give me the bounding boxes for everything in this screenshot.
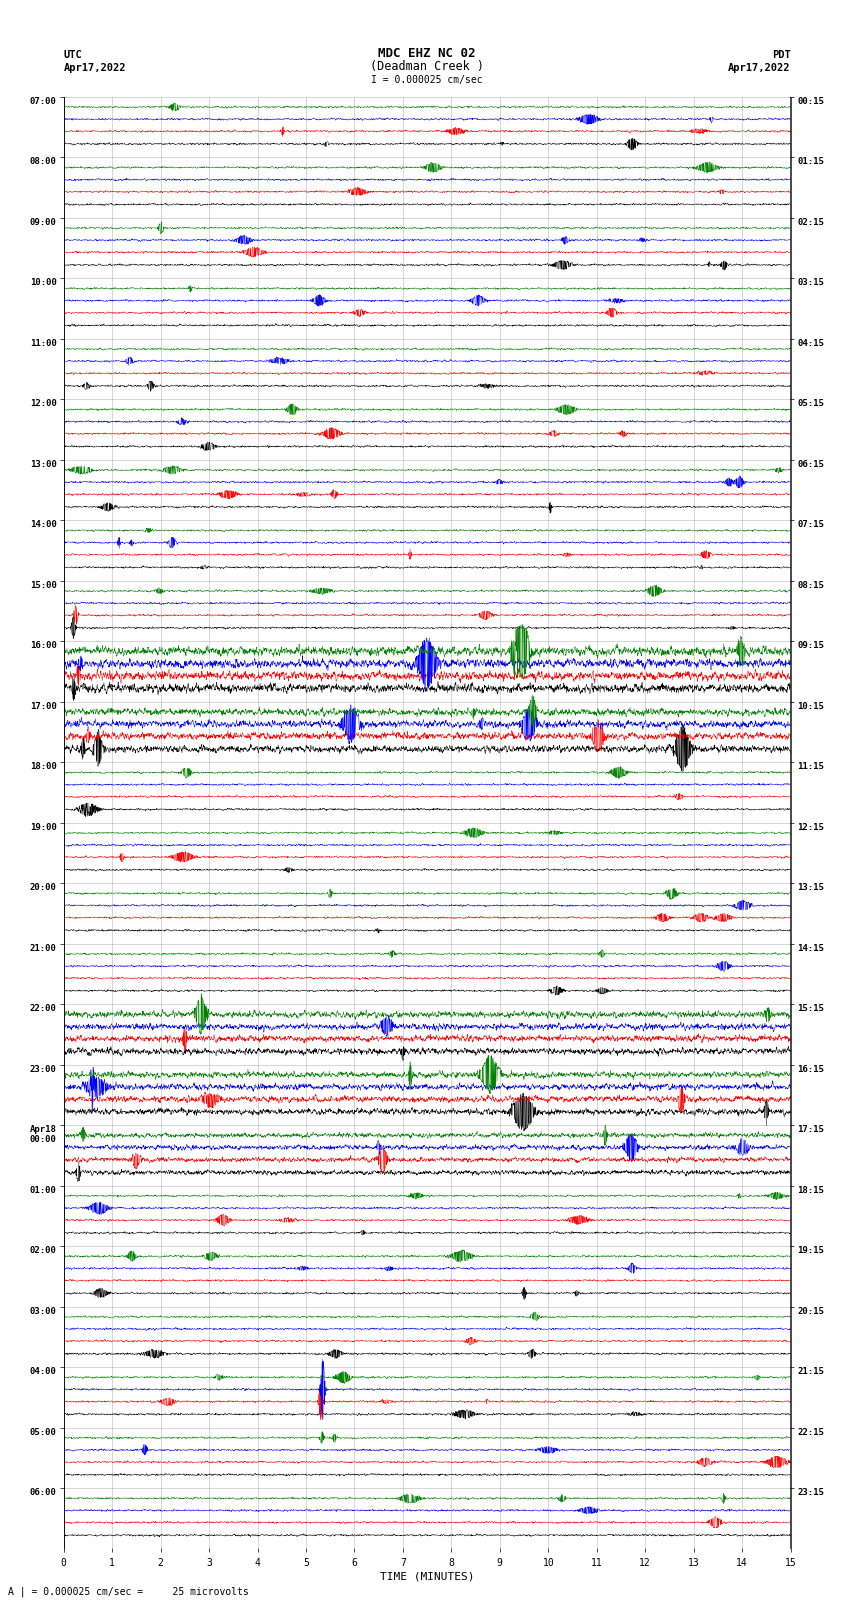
Text: Apr17,2022: Apr17,2022 bbox=[64, 63, 127, 73]
Text: I = 0.000025 cm/sec: I = 0.000025 cm/sec bbox=[371, 74, 483, 84]
Text: UTC: UTC bbox=[64, 50, 82, 60]
Text: A | = 0.000025 cm/sec =     25 microvolts: A | = 0.000025 cm/sec = 25 microvolts bbox=[8, 1586, 249, 1597]
X-axis label: TIME (MINUTES): TIME (MINUTES) bbox=[380, 1571, 474, 1582]
Text: MDC EHZ NC 02: MDC EHZ NC 02 bbox=[378, 47, 476, 60]
Text: PDT: PDT bbox=[772, 50, 791, 60]
Text: Apr17,2022: Apr17,2022 bbox=[728, 63, 791, 73]
Text: (Deadman Creek ): (Deadman Creek ) bbox=[370, 60, 484, 73]
